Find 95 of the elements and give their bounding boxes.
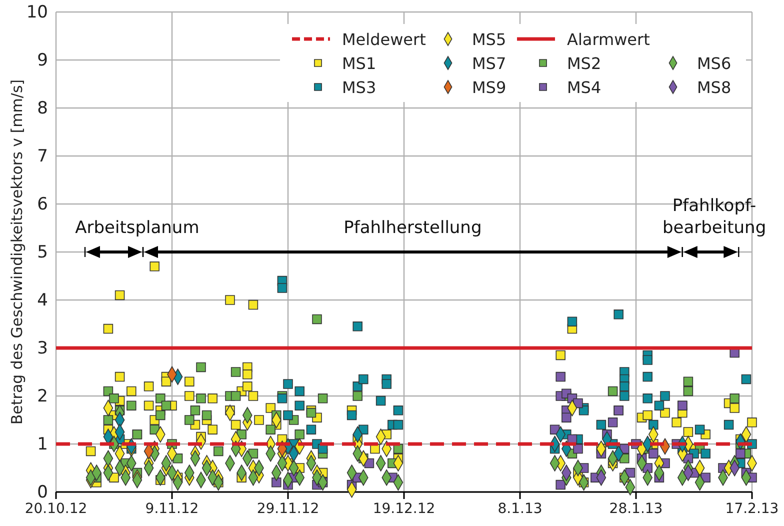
point <box>318 394 328 404</box>
x-tick-label: 28.1.13 <box>609 500 663 517</box>
point <box>184 415 194 425</box>
point <box>196 394 206 404</box>
x-tick-label: 8.1.13 <box>498 500 542 517</box>
annotation: Arbeitsplanum <box>75 218 200 238</box>
point <box>306 424 316 434</box>
point <box>648 448 658 458</box>
point <box>126 400 136 410</box>
point <box>724 420 734 430</box>
point <box>608 386 618 396</box>
point <box>161 400 172 410</box>
point <box>382 379 392 389</box>
point <box>578 406 589 416</box>
point <box>393 420 404 430</box>
point <box>272 478 282 488</box>
legend-label: MS9 <box>472 78 506 97</box>
point <box>648 420 658 430</box>
point <box>352 382 362 392</box>
point <box>352 322 362 332</box>
y-tick-label: 5 <box>37 242 48 262</box>
point <box>214 446 224 456</box>
point <box>283 410 293 420</box>
point <box>156 410 166 420</box>
legend-label: MS3 <box>342 78 376 97</box>
point <box>730 394 740 404</box>
point <box>230 367 241 377</box>
point <box>567 316 578 326</box>
point <box>190 406 200 416</box>
point <box>654 400 664 410</box>
point <box>573 444 583 454</box>
point <box>683 386 694 396</box>
legend-label: MS8 <box>697 78 732 97</box>
y-axis-title: Betrag des Geschwindigkeitsvektors v [mm/s] <box>8 79 26 425</box>
legend-label: Alarmwert <box>567 30 650 49</box>
point <box>306 408 316 418</box>
point <box>294 400 304 410</box>
point <box>294 430 304 440</box>
legend-label: MS7 <box>472 54 506 73</box>
x-tick-label: 17.2.13 <box>725 500 779 517</box>
point <box>103 415 114 425</box>
legend-label: Meldewert <box>342 30 426 49</box>
point <box>556 372 566 382</box>
legend-label: MS1 <box>342 54 376 73</box>
point <box>620 382 630 392</box>
y-tick-label: 9 <box>37 50 48 70</box>
point <box>642 372 652 382</box>
legend-label: MS6 <box>697 54 732 73</box>
y-tick-label: 10 <box>26 2 48 22</box>
point <box>202 410 212 420</box>
point <box>196 362 206 372</box>
point <box>596 420 606 430</box>
point <box>277 394 288 404</box>
point <box>277 283 288 293</box>
point <box>346 410 357 420</box>
point <box>694 424 705 434</box>
point <box>683 376 694 386</box>
y-tick-label: 7 <box>37 146 48 166</box>
point <box>642 394 652 404</box>
point <box>562 412 572 422</box>
y-tick-label: 3 <box>37 338 48 358</box>
x-tick-label: 19.12.12 <box>372 500 436 517</box>
point <box>376 396 386 406</box>
y-tick-label: 2 <box>37 386 48 406</box>
point <box>266 424 276 434</box>
point <box>352 391 362 401</box>
point <box>393 406 404 416</box>
y-tick-label: 0 <box>37 482 48 502</box>
y-tick-label: 6 <box>37 194 48 214</box>
y-tick-label: 8 <box>37 98 48 118</box>
legend-label: MS2 <box>567 54 602 73</box>
point <box>660 391 670 401</box>
point <box>283 379 293 389</box>
point <box>608 418 618 428</box>
point <box>736 448 746 458</box>
point <box>620 391 630 401</box>
point <box>294 386 304 396</box>
point <box>109 394 119 404</box>
y-tick-label: 4 <box>37 290 48 310</box>
x-tick-label: 9.11.12 <box>145 500 199 517</box>
x-tick-label: 29.11.12 <box>256 500 320 517</box>
x-tick-label: 20.10.12 <box>24 500 88 517</box>
point <box>741 374 752 384</box>
annotation: Pfahlkopf- bearbeitung <box>662 196 766 238</box>
point <box>230 391 241 401</box>
point <box>614 310 624 320</box>
point <box>358 374 368 384</box>
point <box>312 314 322 324</box>
point <box>642 355 652 365</box>
point <box>556 480 566 490</box>
annotation: Pfahlherstellung <box>344 218 482 238</box>
legend-label: MS4 <box>567 78 602 97</box>
point <box>700 448 710 458</box>
legend-label: MS5 <box>472 30 506 49</box>
y-tick-label: 1 <box>37 434 48 454</box>
